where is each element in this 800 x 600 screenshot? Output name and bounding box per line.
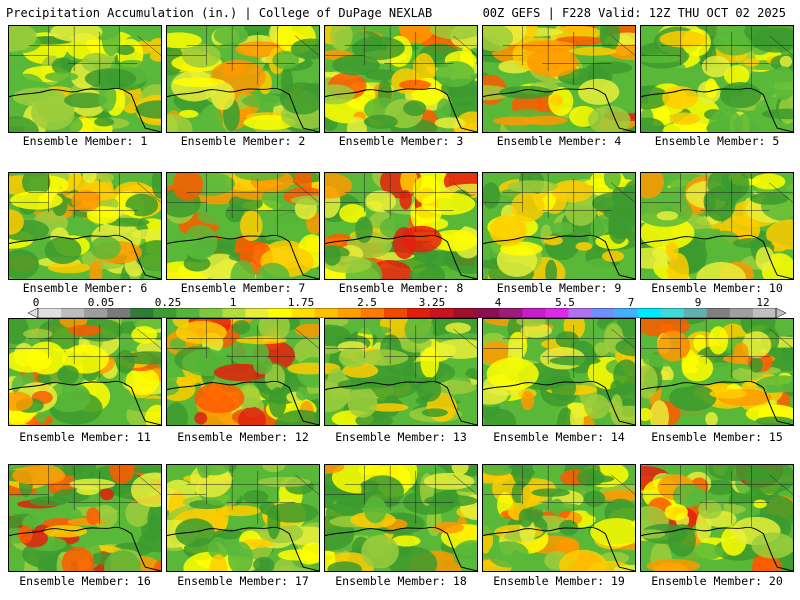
ensemble-map-panel xyxy=(640,25,794,133)
colorbar-segment xyxy=(383,308,408,318)
ensemble-map-panel xyxy=(8,172,162,280)
ensemble-map-panel xyxy=(482,318,636,426)
ensemble-member-label: Ensemble Member: 11 xyxy=(19,430,151,444)
ensemble-map-panel xyxy=(482,25,636,133)
colorbar-tick-label: 5.5 xyxy=(555,296,575,309)
ensemble-member-label: Ensemble Member: 8 xyxy=(338,281,464,295)
colorbar-low-arrow xyxy=(28,308,39,318)
ensemble-map-panel xyxy=(166,25,320,133)
ensemble-map-panel xyxy=(482,464,636,572)
ensemble-map-panel xyxy=(8,25,162,133)
ensemble-member-label: Ensemble Member: 3 xyxy=(338,134,464,148)
colorbar-segment xyxy=(706,308,731,318)
colorbar-segment xyxy=(499,308,523,318)
ensemble-map-panel xyxy=(166,172,320,280)
model-run-info: 00Z GEFS | F228 Valid: 12Z THU OCT 02 20… xyxy=(482,6,786,20)
colorbar-segment xyxy=(637,308,661,318)
ensemble-map-panel xyxy=(324,25,478,133)
ensemble-member-label: Ensemble Member: 20 xyxy=(651,574,783,588)
colorbar-segment xyxy=(130,308,154,318)
ensemble-member-label: Ensemble Member: 16 xyxy=(19,574,151,588)
ensemble-member-label: Ensemble Member: 17 xyxy=(177,574,309,588)
colorbar-segment xyxy=(729,308,754,318)
ensemble-map-panel xyxy=(640,172,794,280)
colorbar-tick-label: 0.05 xyxy=(87,296,115,309)
ensemble-map-panel xyxy=(166,318,320,426)
ensemble-member-label: Ensemble Member: 18 xyxy=(335,574,467,588)
colorbar-segment xyxy=(153,308,177,318)
ensemble-member-label: Ensemble Member: 7 xyxy=(180,281,306,295)
colorbar-segment xyxy=(683,308,708,318)
colorbar-tick-label: 0.25 xyxy=(154,296,182,309)
ensemble-map-panel xyxy=(640,464,794,572)
ensemble-member-label: Ensemble Member: 13 xyxy=(335,430,467,444)
colorbar-segment xyxy=(199,308,223,318)
colorbar-tick-label: 3.25 xyxy=(418,296,446,309)
ensemble-map-panel xyxy=(8,464,162,572)
ensemble-map-panel xyxy=(166,464,320,572)
colorbar-segment xyxy=(245,308,269,318)
colorbar-segment xyxy=(176,308,200,318)
colorbar-segment xyxy=(84,308,108,318)
colorbar-segment xyxy=(407,308,431,318)
precipitation-colorbar xyxy=(28,308,786,318)
colorbar-segment xyxy=(591,308,615,318)
colorbar-tick-label: 1 xyxy=(229,296,237,309)
colorbar-tick-label: 4 xyxy=(494,296,502,309)
colorbar-segment xyxy=(222,308,246,318)
ensemble-member-label: Ensemble Member: 19 xyxy=(493,574,625,588)
colorbar-segment xyxy=(545,308,569,318)
colorbar-segment xyxy=(476,308,500,318)
ensemble-member-label: Ensemble Member: 4 xyxy=(496,134,622,148)
colorbar-segment xyxy=(360,308,385,318)
ensemble-map-panel xyxy=(482,172,636,280)
chart-title: Precipitation Accumulation (in.) | Colle… xyxy=(6,6,433,20)
colorbar-segment xyxy=(268,308,292,318)
colorbar-segment xyxy=(61,308,85,318)
ensemble-member-label: Ensemble Member: 2 xyxy=(180,134,306,148)
colorbar-segment xyxy=(430,308,454,318)
colorbar-tick-label: 7 xyxy=(627,296,635,309)
colorbar-segment xyxy=(660,308,685,318)
colorbar-tick-label: 12 xyxy=(756,296,770,309)
ensemble-map-panel xyxy=(640,318,794,426)
colorbar-tick-label: 9 xyxy=(694,296,702,309)
colorbar-high-arrow xyxy=(775,308,786,318)
colorbar-segment xyxy=(337,308,362,318)
ensemble-map-panel xyxy=(324,172,478,280)
colorbar-tick-label: 2.5 xyxy=(357,296,377,309)
colorbar-segment xyxy=(522,308,546,318)
colorbar-segment xyxy=(291,308,316,318)
ensemble-member-label: Ensemble Member: 15 xyxy=(651,430,783,444)
ensemble-member-label: Ensemble Member: 9 xyxy=(496,281,622,295)
colorbar-segment xyxy=(614,308,638,318)
ensemble-member-label: Ensemble Member: 6 xyxy=(22,281,148,295)
ensemble-map-panel xyxy=(324,318,478,426)
ensemble-map-panel xyxy=(8,318,162,426)
ensemble-map-panel xyxy=(324,464,478,572)
colorbar-segment xyxy=(568,308,592,318)
colorbar-segment xyxy=(453,308,477,318)
ensemble-member-label: Ensemble Member: 1 xyxy=(22,134,148,148)
colorbar-segment xyxy=(38,308,62,318)
ensemble-member-label: Ensemble Member: 10 xyxy=(651,281,783,295)
colorbar-tick-label: 0 xyxy=(32,296,40,309)
colorbar-segment xyxy=(107,308,131,318)
colorbar-tick-label: 1.75 xyxy=(287,296,315,309)
colorbar-segment xyxy=(752,308,777,318)
ensemble-member-label: Ensemble Member: 14 xyxy=(493,430,625,444)
colorbar-segment xyxy=(314,308,339,318)
ensemble-member-label: Ensemble Member: 5 xyxy=(654,134,780,148)
ensemble-member-label: Ensemble Member: 12 xyxy=(177,430,309,444)
